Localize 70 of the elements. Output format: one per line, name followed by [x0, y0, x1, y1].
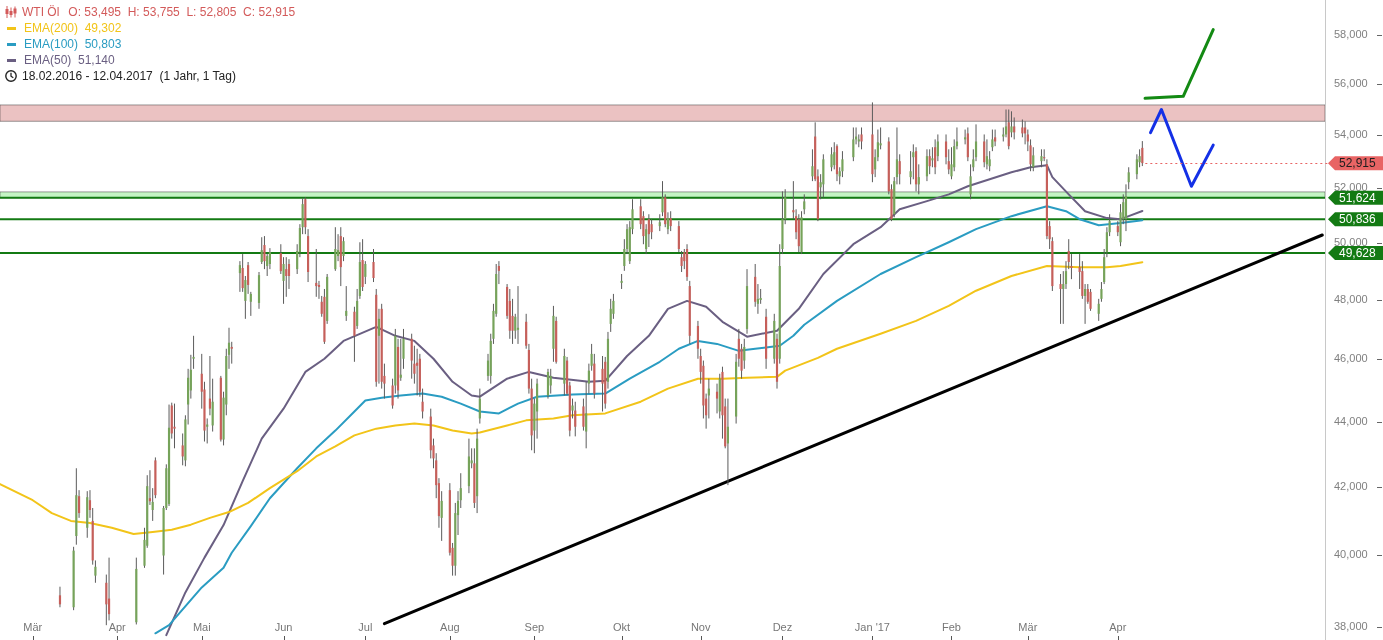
candlestick [983, 133, 986, 168]
text: EMA(200) 49,302 [24, 20, 122, 36]
candlestick [372, 248, 375, 283]
candlestick [969, 163, 972, 200]
x-tick-label: Okt [613, 621, 631, 634]
candlestick [94, 559, 97, 584]
candlestick [925, 148, 929, 182]
x-tick-label: Feb [942, 621, 961, 634]
y-tick-label: 58,000 [1334, 27, 1368, 40]
candlestick [1013, 116, 1016, 140]
candlestick [852, 126, 855, 162]
x-tick-label: Jan '17 [854, 621, 890, 634]
candlestick [342, 236, 345, 262]
chart-subtitle: O: 53,495 H: 53,755 L: 52,805 C: 52,915 [68, 4, 296, 20]
x-tick-label: Nov [690, 621, 711, 634]
y-tick-label: 56,000 [1334, 76, 1368, 89]
candlestick [830, 146, 833, 172]
y-tick-label: 50,000 [1334, 235, 1368, 248]
y-tick-label: 40,000 [1334, 548, 1368, 561]
candlestick [991, 129, 994, 152]
ref-line-label: 50,836 [1339, 212, 1377, 227]
candlestick [345, 285, 348, 322]
y-tick-label: 46,000 [1334, 352, 1368, 365]
x-tick-label: Mär [1018, 621, 1038, 634]
x-tick-label: Mär [23, 621, 43, 634]
x-tick-label: Apr [1109, 621, 1127, 634]
annotation: 52,915 [1339, 155, 1377, 170]
x-tick-label: Apr [108, 621, 127, 634]
candlestick [364, 260, 367, 285]
candlestick [609, 298, 612, 333]
x-tick-label: Jul [358, 621, 373, 634]
candlestick [934, 138, 937, 175]
candlestick [339, 226, 342, 287]
text: EMA(100) 50,803 [24, 36, 122, 52]
candlestick [669, 210, 672, 232]
candlestick [803, 193, 806, 215]
candlestick [173, 403, 176, 449]
x-tick-label: Mai [192, 621, 211, 634]
candlestick [1089, 288, 1092, 312]
x-tick-label: Sep [524, 621, 545, 634]
x-tick-label: Aug [440, 621, 460, 634]
candlestick [661, 180, 664, 217]
x-tick-label: Dez [772, 621, 793, 634]
y-tick-label: 54,000 [1334, 127, 1368, 140]
candlestick [1010, 110, 1013, 138]
chart-title: WTI Öl [22, 4, 60, 20]
ref-line-label: 51,624 [1339, 190, 1377, 205]
candlestick [1100, 281, 1103, 303]
y-tick-label: 48,000 [1334, 292, 1368, 305]
y-tick-label: 42,000 [1334, 479, 1368, 492]
candlestick [574, 401, 577, 437]
candlestick [511, 298, 514, 345]
candlestick [1059, 273, 1062, 325]
candlestick [285, 256, 288, 298]
candlestick [181, 432, 184, 466]
y-tick-label: 38,000 [1334, 620, 1368, 633]
text: EMA(50) 51,140 [24, 52, 115, 68]
candlestick [1007, 109, 1010, 150]
ref-line-label: 49,628 [1339, 245, 1377, 260]
candlestick [260, 236, 263, 265]
annotation: 18.02.2016 - 12.04.2017 (1 Jahr, 1 Tag) [22, 68, 236, 84]
candlestick [58, 586, 62, 608]
candlestick [1097, 298, 1100, 322]
candlestick [1135, 153, 1138, 180]
y-tick-label: 52,000 [1334, 180, 1368, 193]
candlestick [410, 333, 413, 380]
y-tick-label: 44,000 [1334, 414, 1368, 427]
x-tick-label: Jun [274, 621, 293, 634]
candlestick [334, 226, 337, 272]
candlestick [811, 148, 814, 182]
